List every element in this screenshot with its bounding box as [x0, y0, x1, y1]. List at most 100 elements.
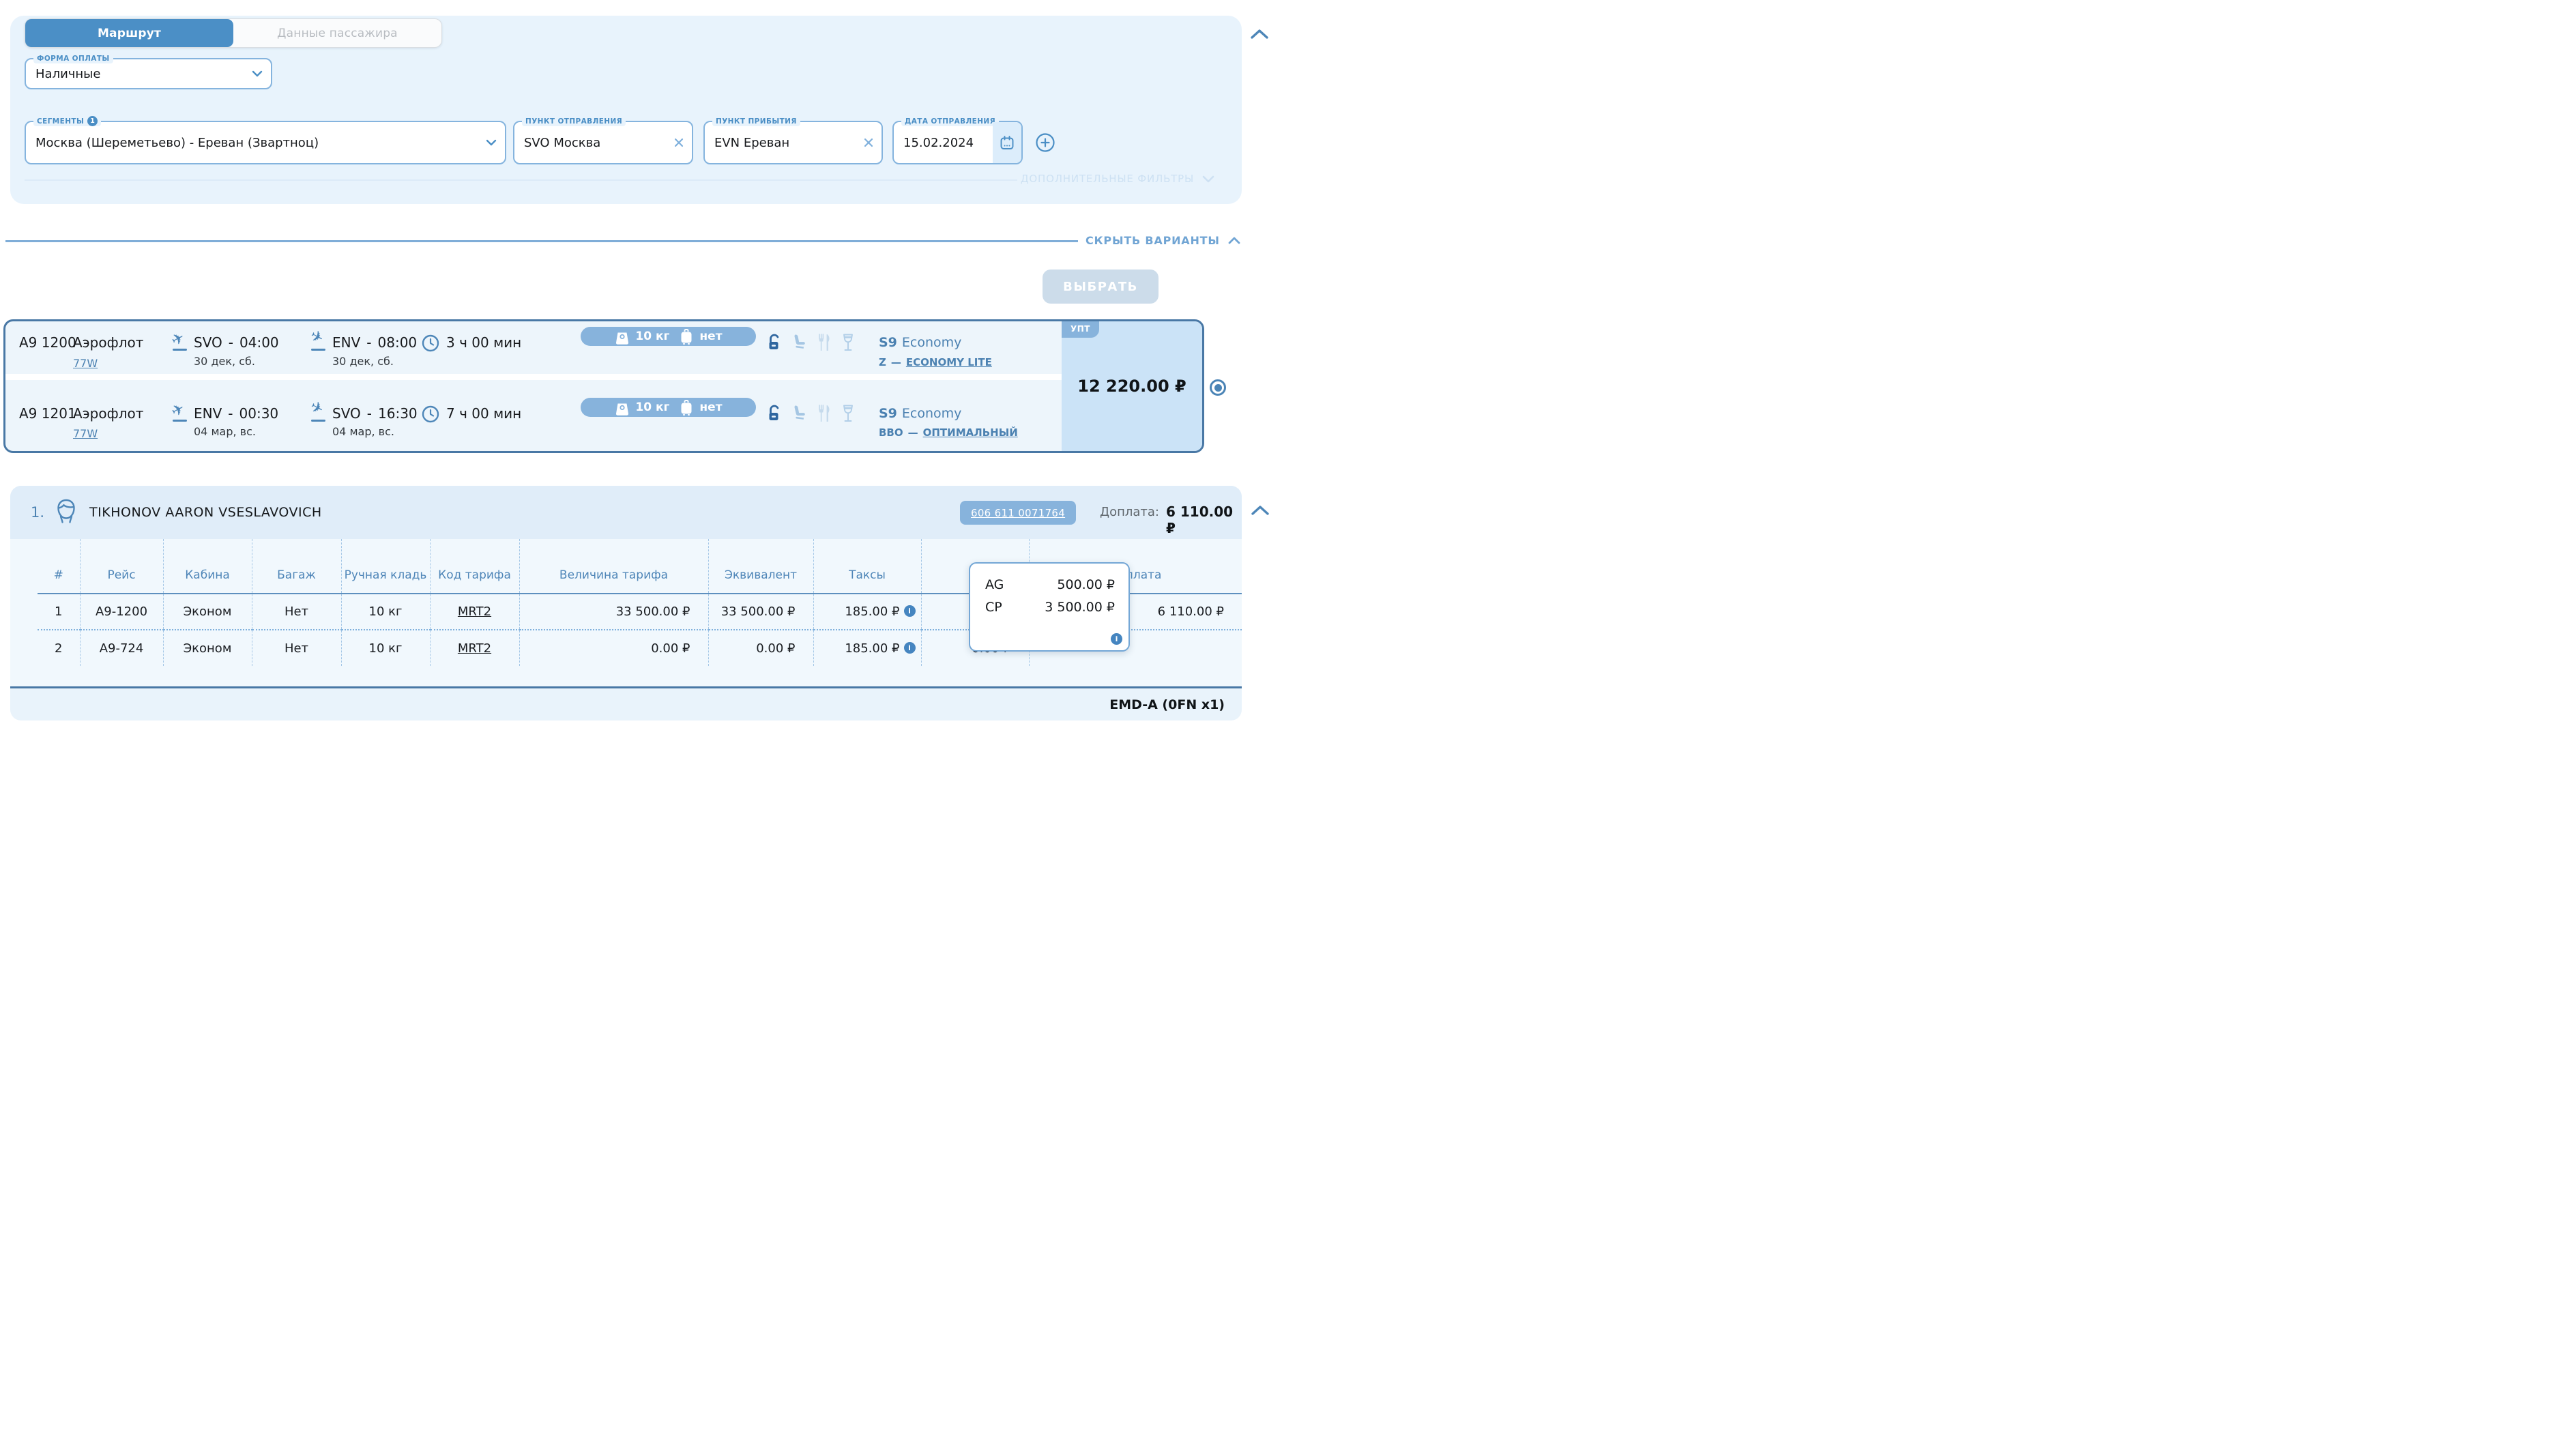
airline-name: Аэрофлот [73, 404, 143, 423]
cabin-class: S9Economy [879, 404, 961, 423]
payment-form-field[interactable]: ФОРМА ОПЛАТЫ Наличные [25, 58, 272, 89]
calendar-icon[interactable] [993, 122, 1021, 163]
departure-info: ENV-00:30 [194, 404, 278, 423]
tooltip-row: AG 500.00 ₽ [985, 577, 1115, 592]
segments-field[interactable]: СЕГМЕНТЫ 1 Москва (Шереметьево) - Ереван… [25, 121, 506, 164]
info-icon[interactable]: i [1111, 633, 1122, 645]
flight-number: A9 1200 [19, 333, 76, 352]
hide-variants-label: СКРЫТЬ ВАРИАНТЫ [1086, 234, 1220, 247]
baggage-allowance: нет [699, 401, 722, 414]
additional-filters-toggle[interactable]: ДОПОЛНИТЕЛЬНЫЕ ФИЛЬТРЫ [1021, 173, 1214, 185]
handbag-icon [614, 327, 630, 345]
person-icon [54, 497, 78, 527]
tabbar: Маршрут Данные пассажира [25, 18, 442, 48]
seat-icon [791, 333, 808, 352]
amenities [766, 404, 856, 423]
info-icon[interactable]: i [904, 605, 916, 617]
tax-value: 500.00 ₽ [1057, 577, 1115, 592]
col-handbag: Ручная кладь [341, 539, 430, 594]
tooltip-row: CP 3 500.00 ₽ [985, 600, 1115, 615]
amenities [766, 333, 856, 352]
departure-date-field[interactable]: ДАТА ОТПРАВЛЕНИЯ 15.02.2024 [892, 121, 1023, 164]
chevron-up-icon [1251, 505, 1270, 516]
chevron-down-icon[interactable] [252, 59, 263, 88]
aircraft-link[interactable]: 77W [73, 427, 98, 440]
payment-form-value: Наличные [35, 59, 244, 88]
tax-value: 3 500.00 ₽ [1045, 600, 1115, 615]
baggage-allowance: нет [699, 330, 722, 343]
col-cabin: Кабина [163, 539, 252, 594]
chevron-up-icon [1250, 29, 1269, 40]
departure-point-field[interactable]: ПУНКТ ОТПРАВЛЕНИЯ SVO Москва [513, 121, 693, 164]
clock-icon [422, 405, 439, 424]
offer-radio-selected[interactable] [1210, 379, 1226, 396]
tax-code: AG [985, 577, 1004, 592]
col-fare-code: Код тарифа [430, 539, 519, 594]
wine-glass-icon [841, 404, 856, 423]
hide-variants-toggle[interactable]: СКРЫТЬ ВАРИАНТЫ [1086, 234, 1240, 247]
suitcase-icon [678, 327, 695, 345]
tax-code: CP [985, 600, 1002, 615]
arrival-date: 04 мар, вс. [332, 422, 394, 441]
handbag-weight: 10 кг [635, 401, 669, 414]
ticket-number-link[interactable]: 606 611 0071764 [960, 501, 1076, 525]
lock-open-icon [766, 333, 783, 352]
departure-date: 30 дек, сб. [194, 351, 255, 370]
additional-filters-label: ДОПОЛНИТЕЛЬНЫЕ ФИЛЬТРЫ [1021, 173, 1194, 185]
arrival-info: ENV-08:00 [332, 333, 417, 352]
col-fare-amount: Величина тарифа [519, 539, 708, 594]
clear-icon[interactable] [674, 122, 684, 163]
fare-name-link[interactable]: ECONOMY LITE [906, 356, 992, 368]
baggage-allowance-badge: 10 кг нет [581, 327, 756, 346]
info-icon[interactable]: i [904, 642, 916, 654]
airline-name: Аэрофлот [73, 333, 143, 352]
tab-route[interactable]: Маршрут [25, 19, 233, 47]
departure-info: SVO-04:00 [194, 333, 279, 352]
passenger-index: 1. [31, 504, 44, 521]
chevron-down-icon [1202, 175, 1214, 183]
departure-date: 04 мар, вс. [194, 422, 256, 441]
clear-icon[interactable] [864, 122, 873, 163]
filters-divider [25, 179, 1017, 181]
surcharge-amount: 6 110.00 ₽ [1166, 504, 1242, 536]
segments-value: Москва (Шереметьево) - Ереван (Звартноц) [35, 122, 478, 163]
collapse-top-panel-button[interactable] [1250, 29, 1269, 40]
collapse-passenger-button[interactable] [1251, 505, 1270, 516]
booking-page: Маршрут Данные пассажира ФОРМА ОПЛАТЫ На… [0, 0, 1282, 728]
select-button[interactable]: ВЫБРАТЬ [1043, 270, 1159, 304]
plane-takeoff-icon: ✈ [171, 403, 190, 422]
aircraft-link[interactable]: 77W [73, 357, 98, 370]
fare-name-link[interactable]: ОПТИМАЛЬНЫЙ [923, 426, 1018, 439]
chevron-up-icon [1228, 237, 1240, 244]
arrival-point-field[interactable]: ПУНКТ ПРИБЫТИЯ EVN Ереван [703, 121, 883, 164]
baggage-allowance-badge: 10 кг нет [581, 398, 756, 417]
filters-panel: Маршрут Данные пассажира ФОРМА ОПЛАТЫ На… [10, 16, 1242, 204]
handbag-weight: 10 кг [635, 330, 669, 343]
flight-offer-card: A9 1200 Аэрофлот 77W ✈ SVO-04:00 30 дек,… [3, 319, 1204, 453]
flight-row: A9 1201 Аэрофлот 77W ✈ ENV-00:30 04 мар,… [5, 380, 1062, 451]
cutlery-icon [817, 404, 832, 423]
cabin-class: S9Economy [879, 333, 961, 352]
lock-open-icon [766, 404, 783, 423]
col-equivalent: Эквивалент [708, 539, 813, 594]
cutlery-icon [817, 333, 832, 352]
passenger-header: 1. TIKHONOV AARON VSESLAVOVICH 606 611 0… [10, 486, 1242, 539]
fare-code-link[interactable]: MRT2 [458, 641, 491, 656]
arrival-info: SVO-16:30 [332, 404, 418, 423]
tab-passenger-data[interactable]: Данные пассажира [233, 19, 441, 47]
flight-row: A9 1200 Аэрофлот 77W ✈ SVO-04:00 30 дек,… [5, 321, 1062, 374]
add-segment-icon[interactable] [1035, 132, 1055, 153]
departure-date-value: 15.02.2024 [903, 122, 986, 163]
clock-icon [422, 334, 439, 353]
arrival-point-value: EVN Ереван [714, 122, 854, 163]
passenger-footer: EMD-A (0FN x1) [10, 686, 1242, 720]
chevron-down-icon[interactable] [486, 122, 497, 163]
fare-code: Z [879, 356, 886, 368]
offer-price: 12 220.00 ₽ [1062, 321, 1202, 451]
plane-landing-icon: ✈ [310, 332, 329, 351]
seat-icon [791, 404, 808, 423]
offer-price-panel[interactable]: УПТ 12 220.00 ₽ [1062, 321, 1202, 451]
variants-divider [5, 240, 1078, 242]
fare-info: Z — ECONOMY LITE [879, 353, 992, 372]
fare-code-link[interactable]: MRT2 [458, 605, 491, 619]
